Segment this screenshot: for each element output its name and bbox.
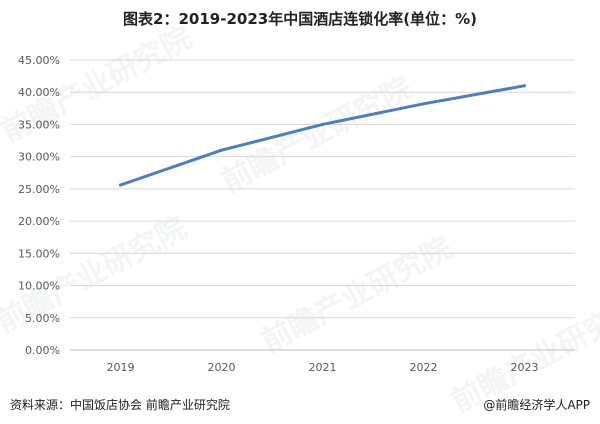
y-tick-label: 20.00%: [18, 215, 60, 228]
y-tick-label: 35.00%: [18, 118, 60, 131]
y-axis-ticks: 0.00% 5.00% 10.00% 15.00% 20.00% 25.00% 30.00%…: [18, 54, 60, 357]
brand-credit: @前瞻经济学人APP: [483, 398, 590, 412]
data-point: [119, 183, 122, 187]
series: [119, 84, 526, 187]
y-tick-label: 0.00%: [25, 344, 60, 357]
data-point: [422, 102, 425, 106]
x-axis-ticks: 2019 2020 2021 2022 2023: [107, 361, 539, 374]
x-tick-label: 2023: [511, 361, 539, 374]
x-tick-label: 2020: [208, 361, 236, 374]
grid-lines: [70, 59, 575, 319]
data-point: [321, 122, 324, 126]
y-tick-label: 25.00%: [18, 183, 60, 196]
y-tick-label: 10.00%: [18, 280, 60, 293]
chart-title: 图表2：2019-2023年中国酒店连锁化率(单位：%): [123, 10, 477, 28]
y-tick-label: 30.00%: [18, 151, 60, 164]
data-point: [220, 148, 223, 152]
x-tick-label: 2022: [410, 361, 438, 374]
source-note: 资料来源：中国饭店协会 前瞻产业研究院: [10, 398, 230, 412]
y-tick-label: 40.00%: [18, 86, 60, 99]
y-tick-label: 45.00%: [18, 54, 60, 67]
data-point: [523, 84, 526, 88]
y-tick-label: 15.00%: [18, 247, 60, 260]
x-tick-label: 2019: [107, 361, 135, 374]
y-tick-label: 5.00%: [25, 312, 60, 325]
series-line: [119, 84, 526, 187]
x-tick-label: 2021: [309, 361, 337, 374]
